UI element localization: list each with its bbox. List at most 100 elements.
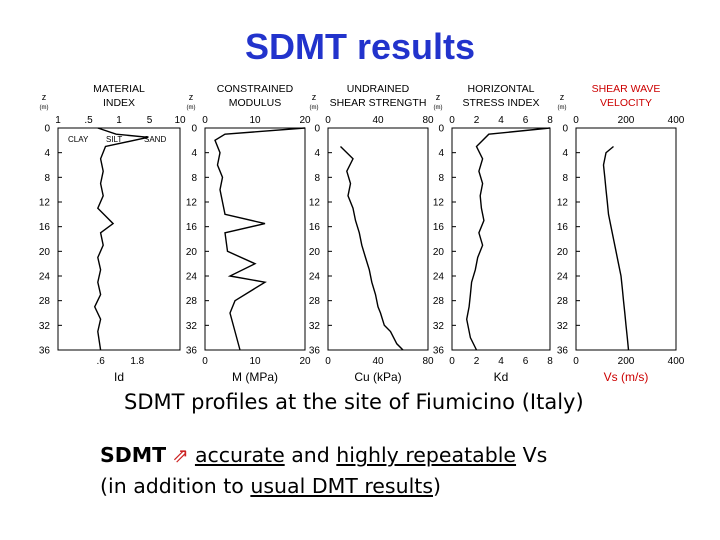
depth-tick-label: 24: [186, 272, 198, 283]
summary-paren-open: (in addition to: [100, 474, 251, 498]
top-tick-label: 2: [474, 115, 480, 126]
panel-title: UNDRAINED: [347, 83, 410, 95]
depth-tick-label: 28: [557, 296, 569, 307]
depth-tick-label: 28: [309, 296, 321, 307]
summary-vs: Vs: [516, 443, 548, 467]
depth-tick-label: 24: [557, 272, 569, 283]
panel-frame: [204, 127, 306, 351]
top-tick-label: 400: [668, 115, 685, 126]
depth-tick-label: 20: [433, 247, 445, 258]
depth-tick-label: 4: [44, 148, 50, 159]
bottom-tick-label: 0: [573, 356, 579, 367]
x-axis-label: Cu (kPa): [354, 370, 401, 384]
depth-tick-label: 20: [186, 247, 198, 258]
depth-axis-unit: (m): [187, 105, 196, 111]
class-annotation: SILT: [106, 135, 122, 144]
summary-line-2: (in addition to usual DMT results): [100, 471, 547, 502]
summary-highly-repeatable: highly repeatable: [336, 443, 517, 467]
right-arrow-icon: ⇗: [172, 443, 189, 467]
depth-tick-label: 4: [191, 148, 197, 159]
depth-tick-label: 32: [186, 321, 198, 332]
top-tick-label: .5: [84, 115, 93, 126]
bottom-tick-label: 200: [618, 356, 635, 367]
profile-line: [465, 127, 551, 351]
top-tick-label: 1: [55, 115, 61, 126]
bottom-tick-label: 10: [249, 356, 261, 367]
summary-line-1: SDMT ⇗ accurate and highly repeatable Vs: [100, 440, 547, 471]
panel-title: VELOCITY: [600, 97, 652, 109]
depth-axis-label: z: [189, 92, 194, 102]
bottom-tick-label: 8: [547, 356, 553, 367]
top-tick-label: 200: [618, 115, 635, 126]
summary-text: SDMT ⇗ accurate and highly repeatable Vs (…: [100, 440, 547, 502]
depth-tick-label: 8: [314, 173, 320, 184]
summary-accurate: accurate: [194, 443, 285, 467]
panel-title: MODULUS: [229, 97, 282, 109]
top-tick-label: 6: [523, 115, 529, 126]
bottom-tick-label: 2: [474, 356, 480, 367]
depth-tick-label: 36: [433, 346, 445, 357]
summary-paren-close: ): [433, 474, 442, 498]
depth-tick-label: 28: [39, 296, 51, 307]
top-tick-label: 4: [498, 115, 504, 126]
depth-tick-label: 8: [438, 173, 444, 184]
depth-axis-label: z: [560, 92, 565, 102]
depth-tick-label: 4: [314, 148, 320, 159]
bottom-tick-label: 6: [523, 356, 529, 367]
depth-tick-label: 12: [39, 198, 51, 209]
figure-caption: SDMT profiles at the site of Fiumicino (…: [124, 390, 584, 414]
top-tick-label: 0: [573, 115, 579, 126]
depth-tick-label: 16: [309, 222, 321, 233]
depth-tick-label: 12: [433, 198, 445, 209]
slide-title: SDMT results: [244, 26, 476, 67]
panel-frame: [57, 127, 181, 351]
top-tick-label: 0: [202, 115, 208, 126]
top-tick-label: 1: [116, 115, 122, 126]
depth-axis-unit: (m): [40, 105, 49, 111]
summary-usual-dmt: usual DMT results: [250, 474, 434, 498]
depth-axis-unit: (m): [310, 105, 319, 111]
panel-title: SHEAR WAVE: [592, 83, 661, 95]
depth-tick-label: 24: [433, 272, 445, 283]
depth-tick-label: 12: [557, 198, 569, 209]
bottom-tick-label: 0: [449, 356, 455, 367]
x-axis-label: Vs (m/s): [604, 370, 649, 384]
depth-tick-label: 16: [557, 222, 569, 233]
depth-tick-label: 0: [191, 124, 197, 135]
profile-line: [214, 127, 306, 351]
bottom-tick-label: 0: [202, 356, 208, 367]
class-annotation: CLAY: [68, 135, 89, 144]
depth-tick-label: 8: [191, 173, 197, 184]
summary-and: and: [284, 443, 337, 467]
panel-frame: [575, 127, 677, 351]
bottom-tick-label: 40: [372, 356, 384, 367]
panel-title: SHEAR STRENGTH: [330, 97, 427, 109]
depth-tick-label: 0: [562, 124, 568, 135]
depth-tick-label: 4: [562, 148, 568, 159]
depth-axis-unit: (m): [558, 105, 567, 111]
panel-title: CONSTRAINED: [217, 83, 294, 95]
panel-title: HORIZONTAL: [468, 83, 535, 95]
depth-tick-label: 20: [39, 247, 51, 258]
depth-tick-label: 24: [309, 272, 321, 283]
depth-tick-label: 32: [557, 321, 569, 332]
depth-tick-label: 36: [186, 346, 198, 357]
depth-tick-label: 20: [557, 247, 569, 258]
top-tick-label: 40: [372, 115, 384, 126]
bottom-tick-label: 80: [422, 356, 434, 367]
x-axis-label: Id: [114, 370, 124, 384]
top-tick-label: 20: [299, 115, 311, 126]
panel-title: MATERIAL: [93, 83, 145, 95]
depth-axis-label: z: [436, 92, 441, 102]
depth-tick-label: 0: [44, 124, 50, 135]
top-tick-label: 10: [249, 115, 261, 126]
bottom-tick-label: 4: [498, 356, 504, 367]
depth-tick-label: 8: [562, 173, 568, 184]
x-axis-label: M (MPa): [232, 370, 278, 384]
depth-tick-label: 24: [39, 272, 51, 283]
depth-tick-label: 0: [314, 124, 320, 135]
class-annotation: SAND: [144, 135, 166, 144]
bottom-tick-label: 400: [668, 356, 685, 367]
depth-tick-label: 12: [309, 198, 321, 209]
